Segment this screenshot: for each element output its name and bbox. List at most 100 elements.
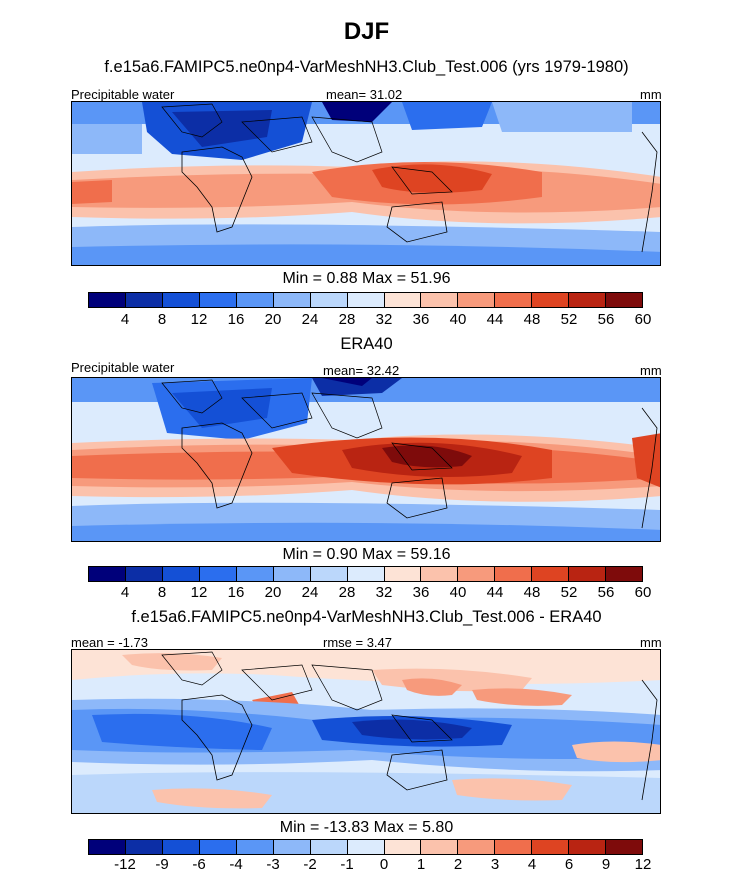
panel-2-colorbar bbox=[88, 566, 643, 582]
colorbar-tick-label: 8 bbox=[157, 584, 167, 601]
colorbar-swatch bbox=[89, 293, 126, 307]
colorbar-swatch bbox=[199, 293, 237, 307]
colorbar-swatch bbox=[347, 840, 385, 854]
colorbar-tick-label: 8 bbox=[157, 311, 167, 328]
panel-1-units-label: mm bbox=[640, 87, 662, 102]
colorbar-tick-label: 20 bbox=[264, 584, 282, 601]
colorbar-tick-label: -6 bbox=[192, 856, 206, 873]
panel-2-units-label: mm bbox=[640, 363, 662, 378]
panel-1-colorbar bbox=[88, 292, 643, 308]
colorbar-swatch bbox=[384, 567, 422, 581]
colorbar-swatch bbox=[162, 840, 200, 854]
panel-1-minmax: Min = 0.88 Max = 51.96 bbox=[282, 270, 451, 287]
colorbar-tick-label: 32 bbox=[375, 584, 393, 601]
colorbar-tick-label: 56 bbox=[597, 311, 615, 328]
colorbar-swatch bbox=[495, 567, 533, 581]
colorbar-tick-label: 0 bbox=[379, 856, 389, 873]
colorbar-swatch bbox=[310, 293, 348, 307]
panel-1-map bbox=[71, 101, 661, 266]
colorbar-swatch bbox=[347, 567, 385, 581]
colorbar-tick-label: 4 bbox=[527, 856, 537, 873]
colorbar-tick-label: 3 bbox=[490, 856, 500, 873]
colorbar-tick-label: 16 bbox=[227, 584, 245, 601]
panel-1-heading: f.e15a6.FAMIPC5.ne0np4-VarMeshNH3.Club_T… bbox=[104, 58, 629, 76]
panel-2-map bbox=[71, 377, 661, 542]
colorbar-swatch bbox=[569, 567, 607, 581]
colorbar-swatch bbox=[606, 567, 643, 581]
colorbar-swatch bbox=[421, 293, 459, 307]
colorbar-swatch bbox=[569, 293, 607, 307]
colorbar-swatch bbox=[199, 567, 237, 581]
colorbar-swatch bbox=[199, 840, 237, 854]
panel-2-heading: ERA40 bbox=[340, 335, 393, 353]
panel-2-variable-label: Precipitable water bbox=[71, 360, 175, 375]
panel-3-mean-label: mean = -1.73 bbox=[71, 635, 148, 650]
colorbar-swatch bbox=[236, 293, 274, 307]
colorbar-swatch bbox=[458, 567, 496, 581]
colorbar-swatch bbox=[495, 293, 533, 307]
colorbar-tick-label: 40 bbox=[449, 584, 467, 601]
colorbar-swatch bbox=[273, 293, 311, 307]
colorbar-swatch bbox=[162, 567, 200, 581]
panel-3-map bbox=[71, 649, 661, 814]
panel-3-units-label: mm bbox=[640, 635, 662, 650]
colorbar-swatch bbox=[606, 840, 643, 854]
panel-1-mean-label: mean= 31.02 bbox=[326, 87, 403, 102]
colorbar-swatch bbox=[125, 840, 163, 854]
colorbar-swatch bbox=[162, 293, 200, 307]
colorbar-swatch bbox=[532, 567, 570, 581]
panel-3-heading: f.e15a6.FAMIPC5.ne0np4-VarMeshNH3.Club_T… bbox=[131, 608, 602, 626]
colorbar-tick-label: 44 bbox=[486, 584, 504, 601]
colorbar-tick-label: 28 bbox=[338, 584, 356, 601]
colorbar-swatch bbox=[384, 293, 422, 307]
colorbar-swatch bbox=[89, 567, 126, 581]
figure-title: DJF bbox=[343, 18, 390, 45]
colorbar-swatch bbox=[236, 840, 274, 854]
colorbar-tick-label: 24 bbox=[301, 311, 319, 328]
colorbar-swatch bbox=[532, 293, 570, 307]
colorbar-tick-label: 2 bbox=[453, 856, 463, 873]
panel-3-minmax: Min = -13.83 Max = 5.80 bbox=[279, 819, 454, 836]
colorbar-tick-label: 4 bbox=[120, 311, 130, 328]
colorbar-tick-label: 52 bbox=[560, 584, 578, 601]
colorbar-swatch bbox=[495, 840, 533, 854]
colorbar-tick-label: 1 bbox=[416, 856, 426, 873]
colorbar-tick-label: 12 bbox=[190, 311, 208, 328]
panel-2-minmax: Min = 0.90 Max = 59.16 bbox=[282, 546, 451, 563]
colorbar-tick-label: 20 bbox=[264, 311, 282, 328]
colorbar-tick-label: 12 bbox=[634, 856, 652, 873]
colorbar-swatch bbox=[532, 840, 570, 854]
colorbar-swatch bbox=[458, 840, 496, 854]
colorbar-swatch bbox=[89, 840, 126, 854]
colorbar-tick-label: -2 bbox=[303, 856, 317, 873]
colorbar-swatch bbox=[310, 840, 348, 854]
colorbar-tick-label: 4 bbox=[120, 584, 130, 601]
colorbar-tick-label: 12 bbox=[190, 584, 208, 601]
colorbar-swatch bbox=[236, 567, 274, 581]
colorbar-swatch bbox=[569, 840, 607, 854]
colorbar-swatch bbox=[606, 293, 643, 307]
colorbar-tick-label: 48 bbox=[523, 584, 541, 601]
colorbar-tick-label: 36 bbox=[412, 584, 430, 601]
colorbar-tick-label: 28 bbox=[338, 311, 356, 328]
colorbar-tick-label: 40 bbox=[449, 311, 467, 328]
colorbar-tick-label: 52 bbox=[560, 311, 578, 328]
panel-2-mean-label: mean= 32.42 bbox=[323, 363, 400, 378]
panel-1-variable-label: Precipitable water bbox=[71, 87, 175, 102]
colorbar-tick-label: -12 bbox=[114, 856, 136, 873]
colorbar-tick-label: 32 bbox=[375, 311, 393, 328]
colorbar-tick-label: 9 bbox=[601, 856, 611, 873]
colorbar-swatch bbox=[125, 293, 163, 307]
colorbar-swatch bbox=[458, 293, 496, 307]
colorbar-swatch bbox=[310, 567, 348, 581]
colorbar-tick-label: 36 bbox=[412, 311, 430, 328]
colorbar-tick-label: -4 bbox=[229, 856, 243, 873]
colorbar-swatch bbox=[421, 840, 459, 854]
colorbar-tick-label: 56 bbox=[597, 584, 615, 601]
colorbar-tick-label: 16 bbox=[227, 311, 245, 328]
panel-3-colorbar-ticks: -12 -9 -6 -4 -3 -2 -1 0 1 2 3 4 6 9 12 bbox=[88, 856, 651, 874]
colorbar-tick-label: -1 bbox=[340, 856, 354, 873]
colorbar-swatch bbox=[384, 840, 422, 854]
panel-2-colorbar-ticks: 4 8 12 16 20 24 28 32 36 40 44 48 52 56 60 bbox=[88, 584, 652, 602]
colorbar-tick-label: 60 bbox=[634, 584, 652, 601]
